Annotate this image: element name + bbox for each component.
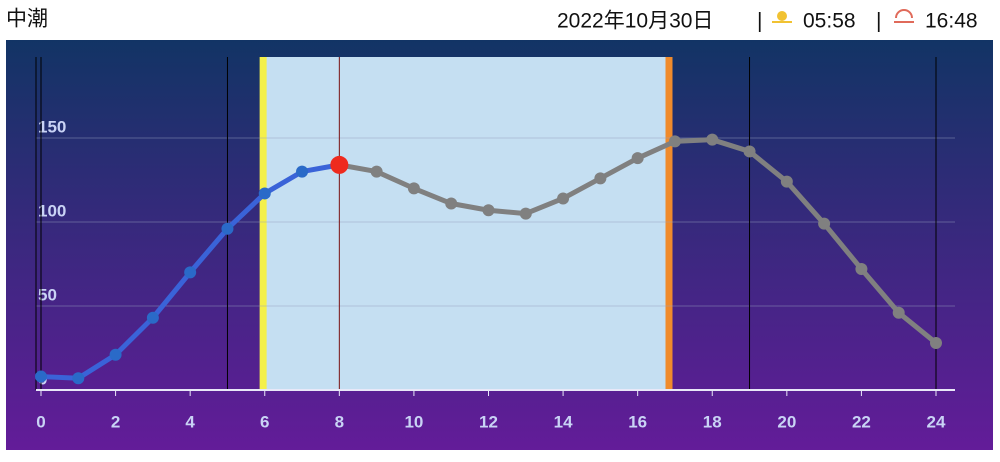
tide-point: [146, 311, 159, 324]
x-tick-label: 16: [628, 412, 647, 431]
separator: |: [876, 10, 881, 33]
tide-point: [221, 222, 234, 235]
tide-point: [370, 165, 383, 178]
y-tick-label: 50: [38, 285, 57, 304]
x-tick-label: 10: [404, 412, 423, 431]
tide-point: [892, 306, 905, 319]
tide-point: [445, 197, 458, 210]
tide-point: [407, 182, 420, 195]
y-tick-label: 100: [38, 201, 66, 220]
date: 2022年10月30日: [557, 10, 713, 33]
x-tick-label: 20: [777, 412, 796, 431]
sunset-time: 16:48: [925, 10, 978, 33]
x-tick-label: 6: [260, 412, 269, 431]
x-tick-label: 24: [927, 412, 946, 431]
sunrise-line: [259, 57, 267, 390]
current-point: [330, 155, 349, 174]
tide-name: 中潮: [6, 8, 48, 31]
x-tick-label: 18: [703, 412, 722, 431]
tide-point: [594, 172, 607, 185]
tide-point: [743, 145, 756, 158]
tide-point: [184, 266, 197, 279]
tide-point: [780, 175, 793, 188]
sunrise-time: 05:58: [803, 10, 856, 33]
x-tick-label: 22: [852, 412, 871, 431]
x-tick-label: 12: [479, 412, 498, 431]
sunset-line: [665, 57, 673, 390]
tide-point: [296, 165, 309, 178]
tide-point: [706, 133, 719, 146]
tide-point: [855, 263, 868, 276]
sunset-icon: [894, 9, 914, 23]
x-tick-label: 2: [111, 412, 120, 431]
tide-point: [72, 372, 85, 385]
tide-point: [557, 192, 570, 205]
sunrise-icon: [772, 11, 792, 23]
x-tick-label: 8: [335, 412, 344, 431]
tide-point: [482, 204, 495, 217]
tide-point: [818, 217, 831, 230]
x-tick-label: 0: [36, 412, 45, 431]
tide-point: [631, 152, 644, 165]
y-tick-label: 150: [38, 117, 66, 136]
tide-point: [258, 187, 271, 200]
separator: |: [757, 10, 762, 33]
tide-point: [109, 348, 122, 361]
tide-point: [35, 370, 47, 383]
tide-point: [668, 135, 681, 148]
tide-point: [930, 336, 942, 349]
daylight-band: [263, 57, 668, 390]
x-tick-label: 14: [554, 412, 573, 431]
tide-point: [519, 207, 532, 220]
x-tick-label: 4: [185, 412, 195, 431]
